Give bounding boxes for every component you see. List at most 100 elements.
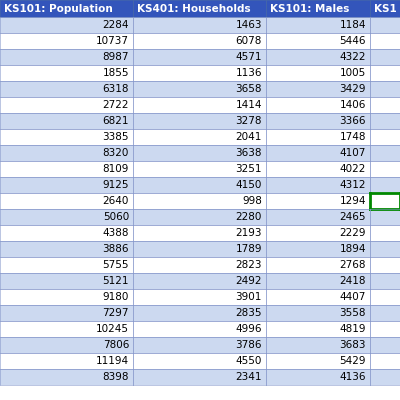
Text: 7806: 7806 xyxy=(103,340,129,350)
Bar xyxy=(266,257,370,273)
Text: 4107: 4107 xyxy=(340,148,366,158)
Text: 6078: 6078 xyxy=(236,36,262,46)
Text: 4996: 4996 xyxy=(236,324,262,334)
Bar xyxy=(0,257,133,273)
Bar xyxy=(370,369,400,385)
Bar xyxy=(133,113,266,129)
Text: 8987: 8987 xyxy=(102,52,129,62)
Text: 1136: 1136 xyxy=(236,68,262,78)
Bar xyxy=(0,289,133,305)
Text: 2229: 2229 xyxy=(340,228,366,238)
Bar xyxy=(266,369,370,385)
Bar xyxy=(266,241,370,257)
Bar xyxy=(266,81,370,97)
Bar xyxy=(133,0,266,17)
Bar xyxy=(133,145,266,161)
Bar xyxy=(370,49,400,65)
Text: 4312: 4312 xyxy=(340,180,366,190)
Text: 3638: 3638 xyxy=(236,148,262,158)
Text: 5446: 5446 xyxy=(340,36,366,46)
Text: 2722: 2722 xyxy=(102,100,129,110)
Bar xyxy=(266,225,370,241)
Bar xyxy=(370,161,400,177)
Bar xyxy=(133,337,266,353)
Text: 9125: 9125 xyxy=(102,180,129,190)
Bar xyxy=(266,113,370,129)
Bar xyxy=(370,321,400,337)
Text: 2418: 2418 xyxy=(340,276,366,286)
Bar xyxy=(0,17,133,33)
Bar xyxy=(266,49,370,65)
Text: 4571: 4571 xyxy=(236,52,262,62)
Bar xyxy=(0,273,133,289)
Bar xyxy=(266,209,370,225)
Text: 3278: 3278 xyxy=(236,116,262,126)
Text: 4388: 4388 xyxy=(102,228,129,238)
Bar xyxy=(370,209,400,225)
Text: 8320: 8320 xyxy=(103,148,129,158)
Bar xyxy=(133,305,266,321)
Bar xyxy=(266,289,370,305)
Bar xyxy=(0,49,133,65)
Bar xyxy=(0,97,133,113)
Text: 3385: 3385 xyxy=(102,132,129,142)
Text: 1894: 1894 xyxy=(340,244,366,254)
Text: KS101: Males: KS101: Males xyxy=(270,4,349,14)
Bar xyxy=(0,81,133,97)
Bar xyxy=(133,273,266,289)
Bar xyxy=(0,209,133,225)
Bar xyxy=(133,65,266,81)
Text: 3683: 3683 xyxy=(340,340,366,350)
Bar xyxy=(370,17,400,33)
Bar xyxy=(370,257,400,273)
Text: 3901: 3901 xyxy=(236,292,262,302)
Text: 2640: 2640 xyxy=(103,196,129,206)
Bar xyxy=(0,33,133,49)
Text: 1748: 1748 xyxy=(340,132,366,142)
Text: 2492: 2492 xyxy=(236,276,262,286)
Bar xyxy=(133,177,266,193)
Bar xyxy=(0,353,133,369)
Text: 10245: 10245 xyxy=(96,324,129,334)
Bar xyxy=(0,129,133,145)
Bar xyxy=(0,369,133,385)
Text: 3366: 3366 xyxy=(340,116,366,126)
Text: 2823: 2823 xyxy=(236,260,262,270)
Bar xyxy=(0,241,133,257)
Bar xyxy=(266,353,370,369)
Text: 1789: 1789 xyxy=(236,244,262,254)
Text: 4150: 4150 xyxy=(236,180,262,190)
Bar xyxy=(370,305,400,321)
Bar xyxy=(0,337,133,353)
Text: 2768: 2768 xyxy=(340,260,366,270)
Bar xyxy=(370,81,400,97)
Text: 4407: 4407 xyxy=(340,292,366,302)
Bar xyxy=(266,193,370,209)
Bar xyxy=(0,145,133,161)
Bar xyxy=(133,81,266,97)
Text: 8398: 8398 xyxy=(102,372,129,382)
Bar xyxy=(370,337,400,353)
Text: 2284: 2284 xyxy=(102,20,129,30)
Bar xyxy=(133,289,266,305)
Bar xyxy=(266,145,370,161)
Text: 3558: 3558 xyxy=(340,308,366,318)
Bar xyxy=(0,305,133,321)
Text: 2280: 2280 xyxy=(236,212,262,222)
Text: 3251: 3251 xyxy=(236,164,262,174)
Text: 1294: 1294 xyxy=(340,196,366,206)
Bar xyxy=(370,129,400,145)
Text: 3658: 3658 xyxy=(236,84,262,94)
Text: 1414: 1414 xyxy=(236,100,262,110)
Bar xyxy=(370,177,400,193)
Bar xyxy=(266,33,370,49)
Text: 6318: 6318 xyxy=(102,84,129,94)
Text: 1005: 1005 xyxy=(340,68,366,78)
Bar xyxy=(133,321,266,337)
Text: 2835: 2835 xyxy=(236,308,262,318)
Bar xyxy=(266,0,370,17)
Bar xyxy=(133,33,266,49)
Bar xyxy=(0,161,133,177)
Bar xyxy=(0,113,133,129)
Bar xyxy=(266,17,370,33)
